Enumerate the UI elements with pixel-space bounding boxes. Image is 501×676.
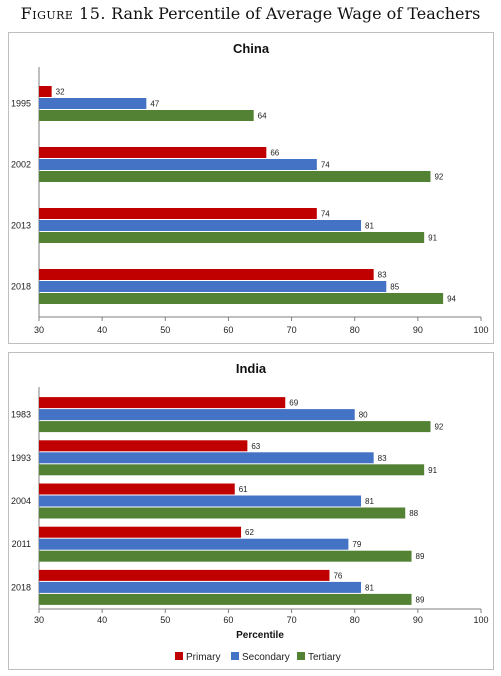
india-bar-secondary-2011 [39,538,349,550]
india-legend-swatch-primary [175,652,183,660]
india-bar-tertiary-2004 [39,507,406,519]
india-legend-label-primary: Primary [186,652,220,663]
china-category-label-2002: 2002 [11,160,31,170]
china-bar-tertiary-2002 [39,171,431,182]
india-data-label-primary-1983: 69 [289,399,298,408]
india-data-label-tertiary-2004: 88 [409,509,418,518]
china-x-tick-label: 80 [350,325,360,335]
china-data-label-tertiary-1995: 64 [258,112,267,121]
china-data-label-primary-2018: 83 [378,271,387,280]
india-x-tick-label: 90 [413,615,423,625]
india-category-label-2011: 2011 [12,539,31,549]
china-category-label-2013: 2013 [11,221,31,231]
india-data-label-tertiary-1983: 92 [434,423,443,432]
india-chart: India 30 40 50 60 70 80 90 100 Percentile 1983 69 80… [11,361,489,663]
figure-label: Figure 15. [20,4,106,23]
india-bar-primary-1993 [39,440,248,452]
india-legend-label-tertiary: Tertiary [308,652,341,663]
china-data-label-primary-2002: 66 [270,149,279,158]
china-title: China [233,41,270,56]
china-bar-secondary-2018 [39,281,387,292]
india-data-label-secondary-2004: 81 [365,497,374,506]
figure-title-text: Rank Percentile of Average Wage of Teach… [111,4,481,23]
india-x-tick-label: 80 [350,615,360,625]
india-bar-tertiary-1983 [39,421,431,433]
india-x-tick-label: 60 [223,615,233,625]
china-bar-primary-2018 [39,269,374,280]
china-data-label-secondary-2002: 74 [321,161,330,170]
india-data-label-secondary-1993: 83 [378,454,387,463]
india-bar-secondary-2018 [39,581,362,593]
china-bar-tertiary-2018 [39,293,444,304]
india-category-label-1983: 1983 [11,410,31,420]
china-category-label-2018: 2018 [11,282,31,292]
china-x-tick-label: 70 [287,325,297,335]
india-data-label-tertiary-1993: 91 [428,466,437,475]
china-bar-tertiary-2013 [39,232,425,243]
india-x-tick-label: 100 [473,615,488,625]
india-bar-tertiary-2018 [39,593,412,605]
china-data-label-secondary-1995: 47 [150,100,159,109]
india-bar-tertiary-2011 [39,550,412,562]
china-bar-secondary-2013 [39,220,362,231]
india-data-label-primary-2018: 76 [333,571,342,580]
china-data-label-tertiary-2002: 92 [434,173,443,182]
india-bar-tertiary-1993 [39,464,425,476]
india-data-label-secondary-1983: 80 [359,411,368,420]
india-data-label-primary-1993: 63 [251,442,260,451]
india-data-label-primary-2004: 61 [239,485,248,494]
india-bar-secondary-1993 [39,452,374,464]
china-x-tick-label: 30 [34,325,44,335]
india-data-label-secondary-2018: 81 [365,583,374,592]
china-x-tick-label: 90 [413,325,423,335]
china-data-label-secondary-2013: 81 [365,222,374,231]
china-bar-tertiary-1995 [39,110,254,121]
china-bar-primary-2002 [39,147,267,158]
china-category-label-1995: 1995 [11,99,31,109]
china-bar-secondary-2002 [39,159,317,170]
china-data-label-tertiary-2018: 94 [447,295,456,304]
india-x-tick-label: 70 [287,615,297,625]
china-bar-primary-2013 [39,208,317,219]
china-data-label-primary-2013: 74 [321,210,330,219]
india-data-label-secondary-2011: 79 [352,540,361,549]
india-category-label-2018: 2018 [11,582,31,592]
india-x-tick-label: 50 [160,615,170,625]
china-data-label-primary-1995: 32 [56,88,65,97]
india-category-label-1993: 1993 [11,453,31,463]
india-legend-label-secondary: Secondary [242,652,290,663]
india-data-label-primary-2011: 62 [245,528,254,537]
india-title: India [236,361,267,376]
china-chart: China30405060708090100Percentile19953247… [11,41,489,335]
china-bar-primary-1995 [39,86,52,97]
india-bar-primary-2011 [39,526,242,538]
china-data-label-tertiary-2013: 91 [428,234,437,243]
china-bar-secondary-1995 [39,98,147,109]
china-x-tick-label: 100 [473,325,488,335]
india-data-label-tertiary-2018: 89 [416,595,425,604]
india-x-tick-label: 40 [97,615,107,625]
india-x-tick-label: 30 [34,615,44,625]
india-bar-primary-2004 [39,483,235,495]
india-bar-primary-1983 [39,397,286,409]
china-data-label-secondary-2018: 85 [390,283,399,292]
india-category-label-2004: 2004 [11,496,31,506]
india-x-axis-label: Percentile [236,630,284,641]
china-x-tick-label: 60 [223,325,233,335]
india-legend-swatch-secondary [231,652,239,660]
india-data-label-tertiary-2011: 89 [416,552,425,561]
india-bar-primary-2018 [39,569,330,581]
figure-title: Figure 15. Rank Percentile of Average Wa… [0,4,501,23]
india-legend-swatch-tertiary [297,652,305,660]
china-x-tick-label: 40 [97,325,107,335]
india-bar-secondary-2004 [39,495,362,507]
china-x-tick-label: 50 [160,325,170,335]
china-chart-panel: China30405060708090100Percentile19953247… [8,32,494,344]
india-bar-secondary-1983 [39,409,355,421]
india-chart-panel: India 30 40 50 60 70 80 90 100 Percentile 1983 69 80… [8,352,494,670]
